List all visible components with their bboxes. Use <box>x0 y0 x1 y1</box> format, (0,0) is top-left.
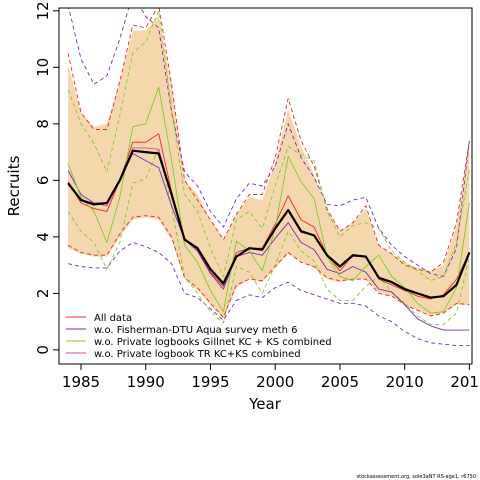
plot-clip-group <box>67 8 471 347</box>
x-axis-title: Year <box>248 395 282 413</box>
series-line-2 <box>67 153 470 331</box>
legend-label: w.o. Private logbook TR KC+KS combined <box>94 349 301 360</box>
plot-area <box>67 8 471 347</box>
series-line-3 <box>67 86 470 314</box>
legend-item: All data <box>66 313 132 324</box>
x-tick-label: 2005 <box>321 373 359 391</box>
legend-label: All data <box>94 313 132 324</box>
y-tick-label: 0 <box>34 345 52 355</box>
series-line-1 <box>67 133 470 300</box>
series-line-8 <box>68 242 470 347</box>
legend-item: w.o. Private logbooks Gillnet KC + KS co… <box>66 337 332 348</box>
x-tick-label: 2010 <box>386 373 424 391</box>
y-tick-label: 10 <box>34 58 52 77</box>
legend-item: w.o. Private logbook TR KC+KS combined <box>66 349 301 360</box>
footer-credit: stockassessment.org, sole3aNT RS-age1, r… <box>357 474 476 480</box>
y-tick-label: 4 <box>34 232 52 242</box>
x-tick-label: 2000 <box>256 373 294 391</box>
y-tick-label: 12 <box>34 1 52 20</box>
x-tick-label: 1985 <box>62 373 100 391</box>
legend-label: w.o. Private logbooks Gillnet KC + KS co… <box>94 337 332 348</box>
x-tick-label: 1995 <box>191 373 229 391</box>
plot-frame <box>58 7 473 365</box>
y-tick-label: 8 <box>34 119 52 129</box>
series-line-0 <box>67 149 471 299</box>
series-line-7 <box>68 8 470 277</box>
series-line-10 <box>67 147 470 325</box>
y-tick-label: 2 <box>34 289 52 299</box>
x-tick-label: 1990 <box>127 373 165 391</box>
confidence-band <box>68 16 470 319</box>
legend-item: w.o. Fisherman-DTU Aqua survey meth 6 <box>66 325 297 336</box>
legend-label: w.o. Fisherman-DTU Aqua survey meth 6 <box>94 325 297 336</box>
y-tick-label: 6 <box>34 176 52 186</box>
x-tick-label: 2015 <box>450 373 480 391</box>
y-axis-title: Recruits <box>5 155 23 216</box>
axes: 1985 1990 1995 2000 2005 2010 2015 0 2 4 6 8 10 12 <box>34 1 480 391</box>
